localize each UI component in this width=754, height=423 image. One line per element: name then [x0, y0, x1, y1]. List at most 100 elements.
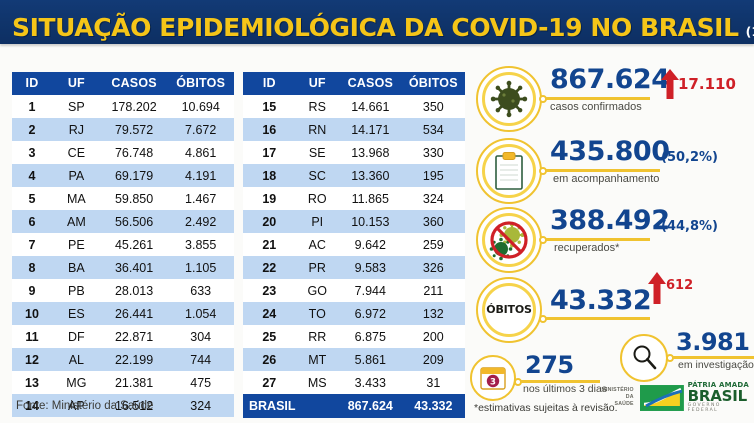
- cell-casos: 3.433: [354, 375, 386, 390]
- cell-casos: 69.179: [114, 168, 154, 183]
- cell-id: 20: [262, 214, 277, 229]
- cell-casos: 26.441: [114, 306, 154, 321]
- cell-obitos: 360: [422, 214, 444, 229]
- cell-obitos: 7.672: [185, 122, 217, 137]
- table-row: 13 MG 21.381 475: [12, 371, 234, 394]
- cell-uf: PR: [308, 260, 326, 275]
- cell-uf: PE: [68, 237, 85, 252]
- cell-casos: 9.642: [354, 237, 386, 252]
- table-row: 21 AC 9.642 259: [243, 233, 465, 256]
- ministry-of-health-label: MINISTÉRIO DA SAÚDE: [592, 387, 634, 408]
- cell-casos: 13.968: [351, 145, 390, 160]
- table-row: 27 MS 3.433 31: [243, 371, 465, 394]
- cell-casos: 16.512: [114, 398, 154, 413]
- cell-uf: MT: [308, 352, 327, 367]
- cell-id: 1: [28, 99, 36, 114]
- deaths-connector-line: [546, 317, 650, 320]
- brasil-text: BRASIL: [687, 387, 748, 405]
- cell-casos: 21.381: [114, 375, 154, 390]
- confirmed-connector-line: [546, 97, 650, 100]
- cell-obitos: 350: [422, 99, 444, 114]
- cell-obitos: 1.054: [185, 306, 217, 321]
- last3days-value: 275: [525, 351, 574, 379]
- cell-uf: GO: [307, 283, 327, 298]
- deaths-icon-label: ÓBITOS: [486, 303, 532, 316]
- table-row: 18 SC 13.360 195: [243, 164, 465, 187]
- col-header-uf: UF: [51, 72, 101, 95]
- cell-obitos: 1.467: [185, 191, 217, 206]
- cell-uf: PI: [311, 214, 324, 229]
- cell-obitos: 475: [190, 375, 212, 390]
- cell-casos: 6.972: [354, 306, 386, 321]
- cell-casos: 9.583: [354, 260, 386, 275]
- confirmed-cases-delta: 17.110: [678, 75, 736, 93]
- cell-uf: AP: [68, 398, 85, 413]
- cell-casos: 28.013: [114, 283, 154, 298]
- brasil-wordmark: PÁTRIA AMADA BRASIL GOVERNO FEDERAL: [688, 382, 754, 413]
- table-row: 1 SP 178.202 10.694: [12, 95, 234, 118]
- col-header-obitos: ÓBITOS: [401, 72, 465, 95]
- cell-id: 9: [28, 283, 36, 298]
- cell-id: 6: [28, 214, 36, 229]
- recovered-caption: recuperados*: [554, 242, 620, 254]
- cell-obitos: 304: [190, 329, 212, 344]
- governo-federal-text: GOVERNO FEDERAL: [687, 403, 721, 413]
- cell-obitos: 3.855: [185, 237, 217, 252]
- cell-casos: 5.861: [354, 352, 386, 367]
- cell-obitos: 200: [422, 329, 444, 344]
- table-head-right: ID UF CASOS ÓBITOS: [243, 72, 465, 95]
- cell-obitos: 324: [422, 191, 444, 206]
- table-row: 4 PA 69.179 4.191: [12, 164, 234, 187]
- deaths-inner-ring: [482, 283, 536, 337]
- calendar-3-icon: 3: [480, 367, 506, 390]
- states-table-right: ID UF CASOS ÓBITOS 15 RS 14.661 350 16 RN 14.1…: [243, 72, 465, 418]
- cell-obitos: 211: [423, 283, 444, 298]
- cell-casos: 45.261: [114, 237, 154, 252]
- table-row: 7 PE 45.261 3.855: [12, 233, 234, 256]
- col-header-casos: CASOS: [338, 72, 402, 95]
- monitoring-caption: em acompanhamento: [553, 173, 660, 185]
- cell-uf: MA: [66, 191, 86, 206]
- deaths-delta: 612: [666, 278, 694, 293]
- cell-obitos: 2.492: [185, 214, 217, 229]
- table-row: 2 RJ 79.572 7.672: [12, 118, 234, 141]
- recovered-value: 388.492: [550, 205, 670, 236]
- table-row: 11 DF 22.871 304: [12, 325, 234, 348]
- table-row: 8 BA 36.401 1.105: [12, 256, 234, 279]
- cell-obitos: 4.861: [185, 145, 217, 160]
- clipboard-icon: [495, 152, 523, 190]
- cell-id: 21: [262, 237, 277, 252]
- cell-obitos: 31: [426, 375, 441, 390]
- cell-id: 18: [262, 168, 277, 183]
- total-casos: 867.624: [338, 394, 402, 418]
- table-row: 10 ES 26.441 1.054: [12, 302, 234, 325]
- table-body-left: 1 SP 178.202 10.694 2 RJ 79.572 7.672 3 CE 76.748 4…: [12, 95, 234, 417]
- no-virus-icon: [489, 221, 528, 261]
- table-row: 9 PB 28.013 633: [12, 279, 234, 302]
- cell-id: 16: [262, 122, 277, 137]
- col-header-id: ID: [12, 72, 52, 95]
- cell-id: 24: [262, 306, 277, 321]
- table-row: 24 TO 6.972 132: [243, 302, 465, 325]
- col-header-casos: CASOS: [100, 72, 168, 95]
- table-row: 5 MA 59.850 1.467: [12, 187, 234, 210]
- cell-uf: CE: [67, 145, 86, 160]
- table-header-row: ID UF CASOS ÓBITOS: [243, 72, 465, 95]
- table-row: 23 GO 7.944 211: [243, 279, 465, 302]
- ministry-line-1: MINISTÉRIO DA: [601, 387, 634, 401]
- cell-obitos: 132: [422, 306, 444, 321]
- cell-casos: 178.202: [111, 99, 157, 114]
- table-row: 26 MT 5.861 209: [243, 348, 465, 371]
- cell-uf: SC: [308, 168, 326, 183]
- col-header-obitos: ÓBITOS: [167, 72, 234, 95]
- cell-casos: 10.153: [351, 214, 390, 229]
- table-row: 14 AP 16.512 324: [12, 394, 234, 417]
- cell-casos: 6.875: [354, 329, 386, 344]
- cell-uf: MG: [66, 375, 87, 390]
- ministry-line-2: SAÚDE: [614, 401, 634, 408]
- estimates-footnote: *estimativas sujeitas à revisão.: [474, 402, 618, 414]
- table-row: 25 RR 6.875 200: [243, 325, 465, 348]
- header-timestamp: (14/06 ÀS 18:30H): [745, 24, 754, 39]
- cell-uf: PA: [68, 168, 85, 183]
- col-header-id: ID: [243, 72, 296, 95]
